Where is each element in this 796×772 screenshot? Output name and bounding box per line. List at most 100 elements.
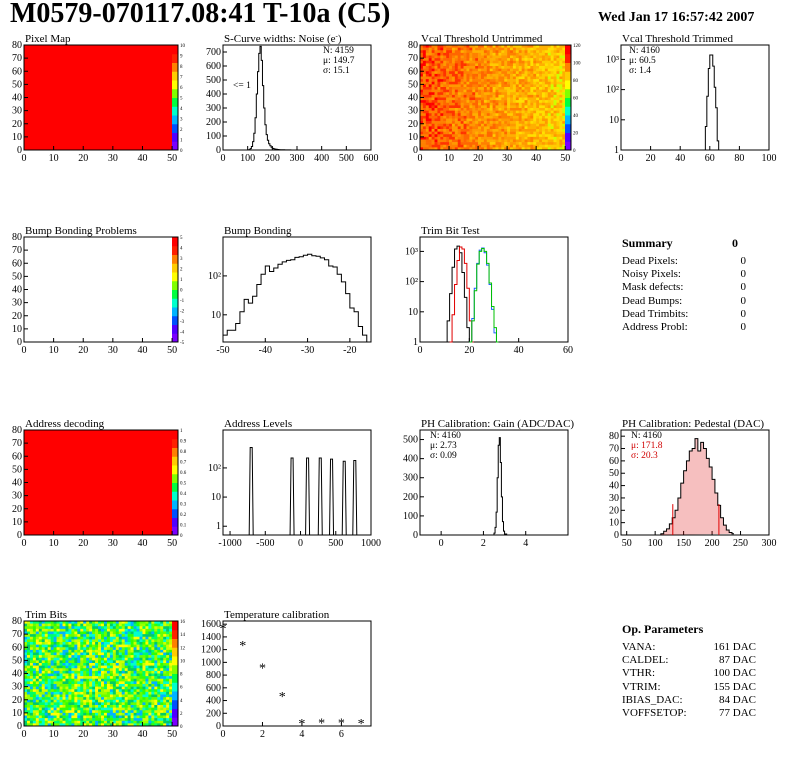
- heatmap-cell: [460, 76, 464, 80]
- heatmap-cell: [127, 649, 131, 653]
- heatmap-cell: [77, 655, 81, 659]
- heatmap-cell: [451, 144, 456, 148]
- heatmap-cell: [83, 715, 87, 719]
- heatmap-cell: [71, 642, 75, 645]
- heatmap-cell: [163, 694, 167, 698]
- heatmap-cell: [463, 113, 467, 117]
- heatmap-cell: [139, 670, 143, 674]
- heatmap-cell: [121, 670, 125, 674]
- heatmap-cell: [115, 691, 120, 695]
- heatmap-cell: [495, 92, 499, 96]
- heatmap-cell: [556, 144, 560, 148]
- heatmap-cell: [454, 144, 459, 148]
- heatmap-cell: [431, 87, 435, 90]
- heatmap-cell: [541, 126, 546, 130]
- heatmap-cell: [106, 673, 111, 677]
- heatmap-cell: [77, 694, 81, 698]
- heatmap-cell: [512, 63, 517, 67]
- heatmap-cell: [130, 715, 134, 719]
- heatmap-cell: [47, 668, 51, 672]
- heatmap-cell: [26, 665, 31, 669]
- heatmap-cell: [521, 131, 525, 135]
- heatmap-cell: [83, 689, 87, 693]
- heatmap-cell: [425, 92, 430, 96]
- heatmap-cell: [428, 121, 432, 125]
- heatmap-cell: [536, 63, 540, 67]
- heatmap-cell: [422, 71, 427, 75]
- heatmap-cell: [428, 123, 432, 127]
- heatmap-cell: [495, 134, 499, 138]
- heatmap-cell: [521, 108, 525, 111]
- colorbar-label: 10: [180, 659, 186, 664]
- heatmap-cell: [495, 126, 499, 130]
- heatmap-cell: [547, 60, 551, 64]
- heatmap-cell: [486, 147, 490, 151]
- heatmap-cell: [434, 142, 438, 146]
- heatmap-cell: [148, 670, 152, 674]
- heatmap-cell: [466, 147, 470, 151]
- heatmap-cell: [106, 691, 111, 695]
- heatmap-cell: [160, 694, 164, 698]
- heatmap-cell: [420, 89, 424, 93]
- heatmap-cell: [440, 71, 444, 75]
- heatmap-cell: [440, 144, 444, 148]
- heatmap-cell: [443, 94, 447, 98]
- heatmap-cell: [47, 681, 51, 685]
- heatmap-cell: [59, 642, 63, 645]
- colorbar-label: 5: [180, 97, 183, 102]
- x-tick-label: 500: [339, 153, 354, 164]
- heatmap-cell: [118, 665, 123, 669]
- heatmap-cell: [95, 657, 99, 661]
- heatmap-cell: [124, 702, 128, 706]
- heatmap-cell: [41, 623, 46, 627]
- heatmap-cell: [65, 718, 69, 722]
- heatmap-cell: [68, 707, 72, 711]
- heatmap-cell: [151, 663, 155, 666]
- heatmap-cell: [124, 657, 128, 661]
- heatmap-cell: [41, 681, 46, 685]
- heatmap-cell: [139, 660, 143, 664]
- x-tick-label: 0: [619, 153, 624, 164]
- heatmap-cell: [451, 68, 456, 72]
- heatmap-cell: [118, 699, 123, 703]
- heatmap-cell: [68, 718, 72, 722]
- heatmap-cell: [501, 144, 505, 148]
- heatmap-cell: [77, 631, 81, 635]
- heatmap-cell: [118, 663, 123, 666]
- heatmap-cell: [109, 676, 114, 680]
- heatmap-cell: [151, 676, 155, 680]
- heatmap-cell: [92, 660, 96, 664]
- heatmap-cell: [443, 71, 447, 75]
- heatmap-cell: [504, 76, 508, 80]
- heatmap-cell: [109, 684, 114, 687]
- heatmap-cell: [44, 628, 48, 632]
- heatmap-cell: [89, 686, 93, 690]
- heatmap-cell: [124, 660, 128, 664]
- heatmap-cell: [469, 94, 473, 98]
- heatmap-cell: [86, 702, 90, 706]
- heatmap-cell: [518, 142, 522, 146]
- heatmap-cell: [425, 60, 430, 64]
- y-tick-label: 10: [12, 324, 22, 335]
- heatmap-cell: [136, 723, 140, 727]
- y-tick-label: 0: [17, 721, 22, 732]
- heatmap-cell: [518, 58, 522, 62]
- heatmap-cell: [457, 144, 461, 148]
- colorbar-swatch: [172, 708, 178, 718]
- heatmap-cell: [431, 113, 435, 117]
- heatmap-cell: [32, 642, 37, 645]
- heatmap-cell: [422, 126, 427, 130]
- heatmap-cell: [483, 47, 488, 51]
- plot-frame: [419, 236, 569, 343]
- heatmap-cell: [29, 681, 34, 685]
- heatmap-cell: [59, 644, 63, 648]
- heatmap-cell: [443, 87, 447, 90]
- heatmap-cell: [56, 665, 60, 669]
- heatmap-cell: [507, 71, 511, 75]
- heatmap-cell: [428, 60, 432, 64]
- heatmap-cell: [420, 118, 424, 122]
- heatmap-cell: [440, 139, 444, 143]
- heatmap-cell: [518, 94, 522, 98]
- heatmap-cell: [478, 52, 482, 56]
- heatmap-cell: [562, 129, 566, 132]
